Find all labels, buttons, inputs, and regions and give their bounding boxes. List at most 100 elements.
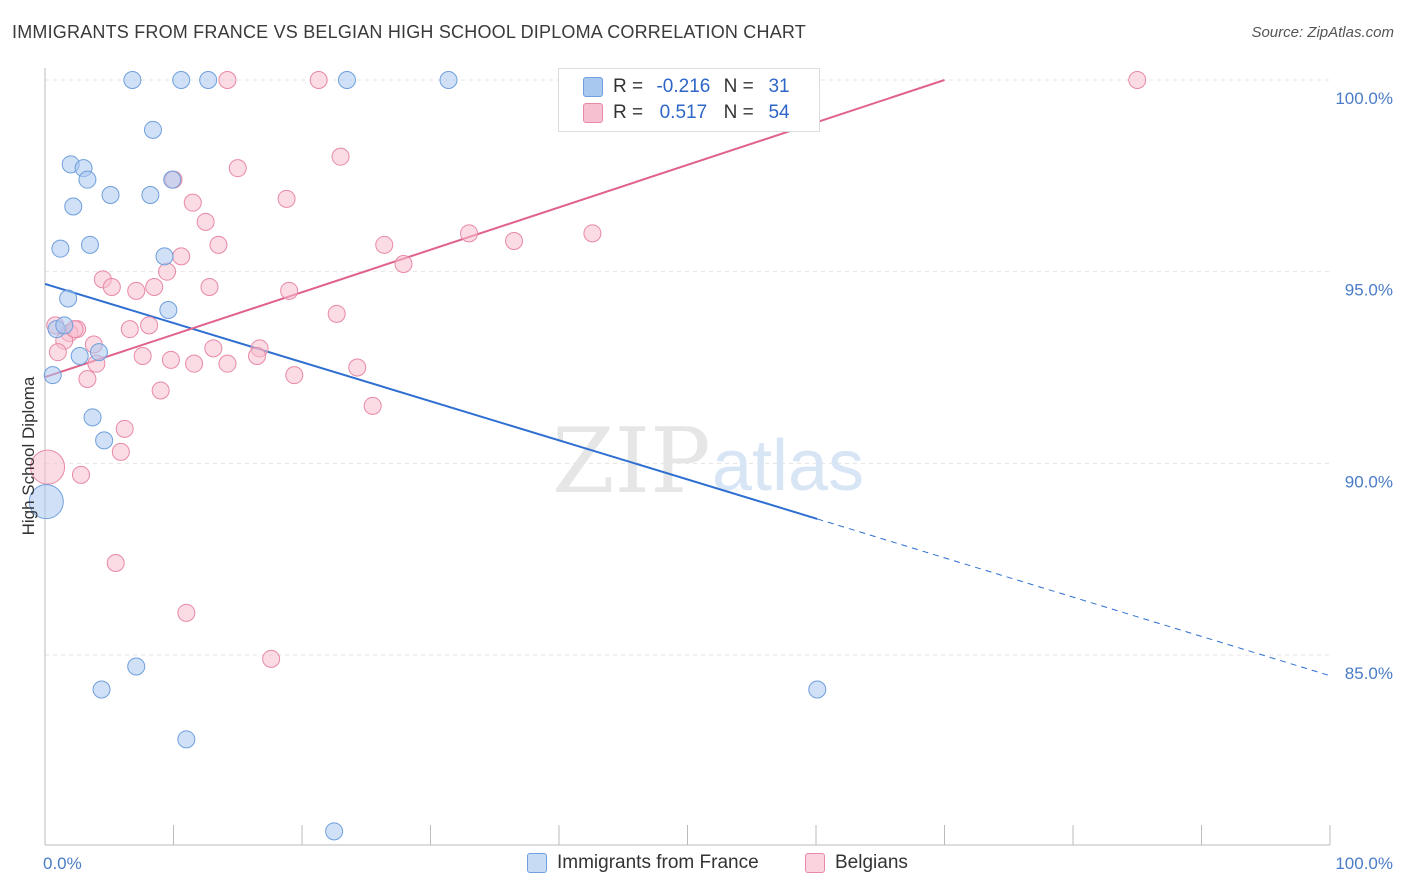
point-belgians [583, 224, 602, 243]
point-belgians [363, 396, 382, 415]
source-label: Source: ZipAtlas.com [1251, 24, 1394, 41]
series-label-france: Immigrants from France [557, 852, 759, 873]
point-belgians [218, 71, 237, 89]
point-belgians [30, 449, 66, 485]
legend-swatch-france [583, 77, 603, 97]
point-belgians [375, 235, 394, 254]
point-belgians [460, 224, 479, 243]
point-belgians [78, 370, 97, 388]
point-france [92, 680, 111, 699]
legend-r-value: 0.517 [659, 102, 708, 123]
point-france [51, 239, 70, 258]
point-france [101, 186, 120, 204]
point-france [95, 431, 114, 450]
point-france [337, 71, 356, 89]
point-belgians [115, 419, 134, 438]
series-swatch-belgians [805, 853, 825, 873]
point-belgians [145, 278, 164, 296]
point-belgians [200, 278, 219, 296]
legend-n-value: 54 [768, 102, 790, 123]
point-belgians [71, 465, 90, 484]
y-axis-label: High School Diploma [19, 376, 38, 535]
legend-n-label: N = [723, 76, 754, 97]
point-belgians [209, 235, 228, 254]
trend-line-france [44, 282, 818, 520]
point-france [59, 289, 78, 308]
point-france [172, 71, 191, 89]
legend-n-label: N = [723, 102, 754, 123]
point-france [80, 235, 99, 254]
point-france [89, 343, 108, 362]
point-belgians [48, 343, 67, 362]
point-france [159, 301, 178, 319]
point-belgians [262, 649, 281, 668]
point-france [808, 680, 827, 699]
series-legend: Immigrants from France Belgians [0, 852, 1406, 878]
point-belgians [505, 232, 524, 250]
point-france [199, 71, 218, 89]
point-belgians [394, 255, 413, 273]
legend-row-france: R = -0.216 N = 31 [583, 74, 799, 100]
point-belgians [196, 212, 215, 231]
point-belgians [133, 347, 152, 365]
point-france [64, 197, 83, 216]
point-france [155, 247, 174, 266]
series-legend-france[interactable]: Immigrants from France [527, 852, 759, 874]
point-belgians [177, 603, 196, 622]
point-france [123, 71, 142, 89]
point-belgians [309, 71, 328, 89]
point-france [143, 120, 162, 139]
legend-swatch-belgians [583, 103, 603, 123]
chart-title: IMMIGRANTS FROM FRANCE VS BELGIAN HIGH S… [12, 22, 806, 42]
point-france [78, 170, 97, 189]
point-belgians [106, 554, 125, 572]
point-belgians [172, 247, 191, 266]
point-belgians [158, 262, 177, 281]
legend-row-belgians: R = 0.517 N = 54 [583, 100, 799, 126]
point-belgians [228, 159, 247, 178]
point-belgians [127, 281, 146, 300]
correlation-legend: R = -0.216 N = 31 R = 0.517 N = 54 [558, 68, 820, 132]
legend-n-value: 31 [768, 76, 790, 97]
point-france [439, 71, 458, 89]
point-belgians [285, 366, 304, 385]
legend-r-value: -0.216 [656, 76, 711, 97]
point-belgians [277, 189, 296, 208]
point-belgians [183, 193, 202, 212]
series-legend-belgians[interactable]: Belgians [805, 852, 908, 874]
point-belgians [280, 281, 299, 300]
point-belgians [331, 147, 350, 166]
legend-r-label: R = [613, 102, 644, 123]
y-tick-label: 85.0% [1345, 664, 1393, 683]
point-belgians [151, 381, 170, 400]
point-france [127, 657, 146, 676]
series-swatch-france [527, 853, 547, 873]
y-tick-label: 95.0% [1345, 281, 1393, 300]
point-belgians [248, 347, 267, 365]
point-belgians [120, 320, 139, 339]
y-tick-label: 100.0% [1335, 89, 1393, 108]
point-france [141, 186, 160, 204]
x-tick-label-max: 100.0% [1335, 854, 1393, 873]
point-belgians [348, 358, 367, 377]
point-belgians [102, 278, 121, 296]
point-belgians [327, 304, 346, 323]
y-tick-label: 90.0% [1345, 472, 1393, 491]
point-belgians [111, 442, 130, 461]
point-france [55, 316, 74, 335]
series-label-belgians: Belgians [835, 852, 908, 873]
point-france [28, 484, 64, 520]
point-belgians [204, 339, 223, 358]
point-belgians [1128, 71, 1147, 89]
legend-r-label: R = [613, 76, 644, 97]
point-france [83, 408, 102, 427]
point-belgians [218, 354, 237, 373]
axis-labels: 85.0% 90.0% 95.0% 100.0% 0.0% 100.0% High Scho… [19, 89, 1393, 873]
point-belgians [161, 350, 180, 369]
watermark: ZIP atlas [552, 409, 864, 514]
point-france [70, 347, 89, 365]
data-points [28, 71, 1147, 841]
point-france [325, 822, 344, 841]
x-tick-label-min: 0.0% [43, 854, 82, 873]
